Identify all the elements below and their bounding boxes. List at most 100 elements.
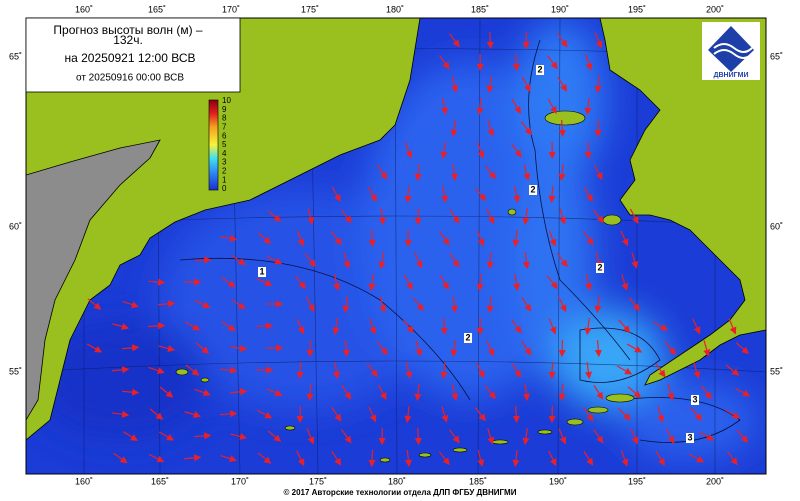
contour-labels: 2 2 2 1 2 3 3 bbox=[258, 64, 699, 443]
wave-arrow bbox=[414, 383, 422, 402]
wave-arrow bbox=[546, 275, 558, 290]
contour-label-box bbox=[536, 65, 544, 75]
wave-arrow bbox=[341, 384, 352, 400]
colorbar-label: 5 bbox=[222, 140, 227, 149]
wave-arrow bbox=[477, 450, 485, 467]
logo: ДВНИГМИ bbox=[702, 22, 760, 80]
colorbar-label: 8 bbox=[222, 114, 227, 123]
wave-field bbox=[30, 20, 760, 460]
colorbar-label: 4 bbox=[222, 149, 227, 158]
latitude-label: 60˚ bbox=[9, 221, 22, 231]
wave-arrow bbox=[510, 143, 522, 158]
wave-arrow bbox=[486, 295, 494, 314]
contour-label-box bbox=[529, 185, 537, 195]
wave-arrow bbox=[558, 383, 566, 402]
wave-arrow bbox=[520, 121, 532, 136]
wave-arrow bbox=[548, 318, 557, 335]
wave-arrow bbox=[230, 432, 248, 440]
wave-arrow bbox=[547, 98, 557, 115]
contour-label: 2 bbox=[530, 184, 535, 194]
latitude-label: 60˚ bbox=[770, 221, 783, 231]
contour-label-box bbox=[691, 395, 699, 405]
wave-arrow bbox=[559, 208, 567, 225]
wave-arrow bbox=[220, 455, 237, 463]
wave-arrow bbox=[734, 387, 751, 397]
wave-arrow bbox=[256, 278, 273, 287]
wave-arrow bbox=[404, 449, 412, 468]
latitude-labels: 65˚ 65˚ 60˚ 60˚ 55˚ 55˚ bbox=[9, 51, 783, 376]
wave-arrow bbox=[440, 317, 448, 336]
title-box bbox=[25, 17, 241, 93]
wave-arrow bbox=[512, 53, 520, 72]
wave-arrow bbox=[414, 207, 422, 226]
latitude-label: 65˚ bbox=[770, 51, 783, 61]
wave-arrow bbox=[511, 362, 522, 378]
wave-arrow bbox=[655, 363, 666, 378]
wave-arrow bbox=[403, 274, 413, 291]
wave-arrow bbox=[655, 450, 665, 466]
colorbar-label: 1 bbox=[222, 175, 227, 184]
wave-arrow bbox=[594, 164, 603, 181]
wave-arrow bbox=[368, 273, 376, 292]
wave-arrow bbox=[184, 454, 202, 462]
wave-arrow bbox=[476, 230, 485, 247]
wave-arrow bbox=[558, 296, 567, 313]
wave-arrow bbox=[593, 384, 604, 400]
contour-label-box bbox=[258, 267, 266, 277]
latitude-label: 65˚ bbox=[9, 51, 22, 61]
wave-arrow bbox=[486, 208, 495, 225]
wave-arrow bbox=[438, 451, 450, 466]
wave-arrow bbox=[149, 408, 164, 420]
wave-arrow bbox=[616, 365, 633, 375]
wave-arrow bbox=[583, 450, 594, 466]
wave-arrow bbox=[440, 361, 448, 380]
longitude-labels: 160˚ 160˚ 165˚ 165˚ 170˚ 170˚ 175˚ 175˚ 180˚ 180˚… bbox=[75, 4, 724, 486]
wave-arrow bbox=[158, 300, 176, 308]
wave-arrow bbox=[340, 209, 352, 224]
wave-arrow bbox=[122, 300, 139, 309]
wave-arrow bbox=[256, 322, 274, 330]
wave-arrow bbox=[342, 295, 350, 314]
wave-arrow bbox=[621, 274, 629, 291]
wave-arrow bbox=[593, 429, 604, 444]
wave-arrow bbox=[307, 208, 315, 225]
wave-arrow bbox=[266, 255, 283, 265]
wave-arrow bbox=[331, 450, 342, 466]
wave-arrow bbox=[521, 76, 531, 93]
wave-arrow bbox=[294, 275, 306, 290]
wave-arrow bbox=[368, 449, 376, 468]
wave-arrow bbox=[486, 75, 494, 94]
wave-arrow bbox=[626, 343, 643, 353]
wave-arrow bbox=[618, 319, 631, 333]
longitude-label: 185˚ bbox=[469, 476, 487, 486]
wave-arrow bbox=[404, 405, 412, 424]
wave-arrow bbox=[415, 340, 423, 357]
wave-arrow bbox=[256, 409, 273, 419]
wave-arrow bbox=[267, 430, 282, 442]
wave-arrow bbox=[194, 299, 211, 309]
colorbar-label: 0 bbox=[222, 184, 227, 193]
wave-arrow bbox=[512, 274, 521, 292]
wave-arrow bbox=[148, 366, 165, 375]
longitude-label: 165˚ bbox=[151, 476, 169, 486]
wave-arrow bbox=[123, 431, 138, 441]
issue-time: от 20250916 00:00 ВСВ bbox=[76, 73, 184, 84]
wave-arrow bbox=[583, 407, 594, 422]
longitude-label: 195˚ bbox=[628, 476, 646, 486]
wave-arrow bbox=[594, 339, 602, 358]
wave-arrow bbox=[112, 366, 130, 374]
wave-arrow bbox=[617, 408, 631, 421]
wave-arrow bbox=[266, 388, 283, 397]
wave-arrow bbox=[693, 362, 701, 379]
wave-arrow bbox=[376, 341, 388, 356]
longitude-label: 195˚ bbox=[628, 4, 646, 14]
wave-arrow bbox=[440, 98, 449, 116]
wave-arrow bbox=[306, 428, 315, 445]
wave-arrow bbox=[558, 428, 567, 445]
wave-arrow bbox=[221, 321, 236, 332]
title-line: Прогноз высоты волн (м) – bbox=[53, 23, 203, 37]
land-kamchatka bbox=[26, 139, 161, 421]
wave-arrow bbox=[557, 76, 568, 92]
wave-arrow bbox=[306, 296, 315, 313]
wave-arrow bbox=[451, 384, 459, 401]
